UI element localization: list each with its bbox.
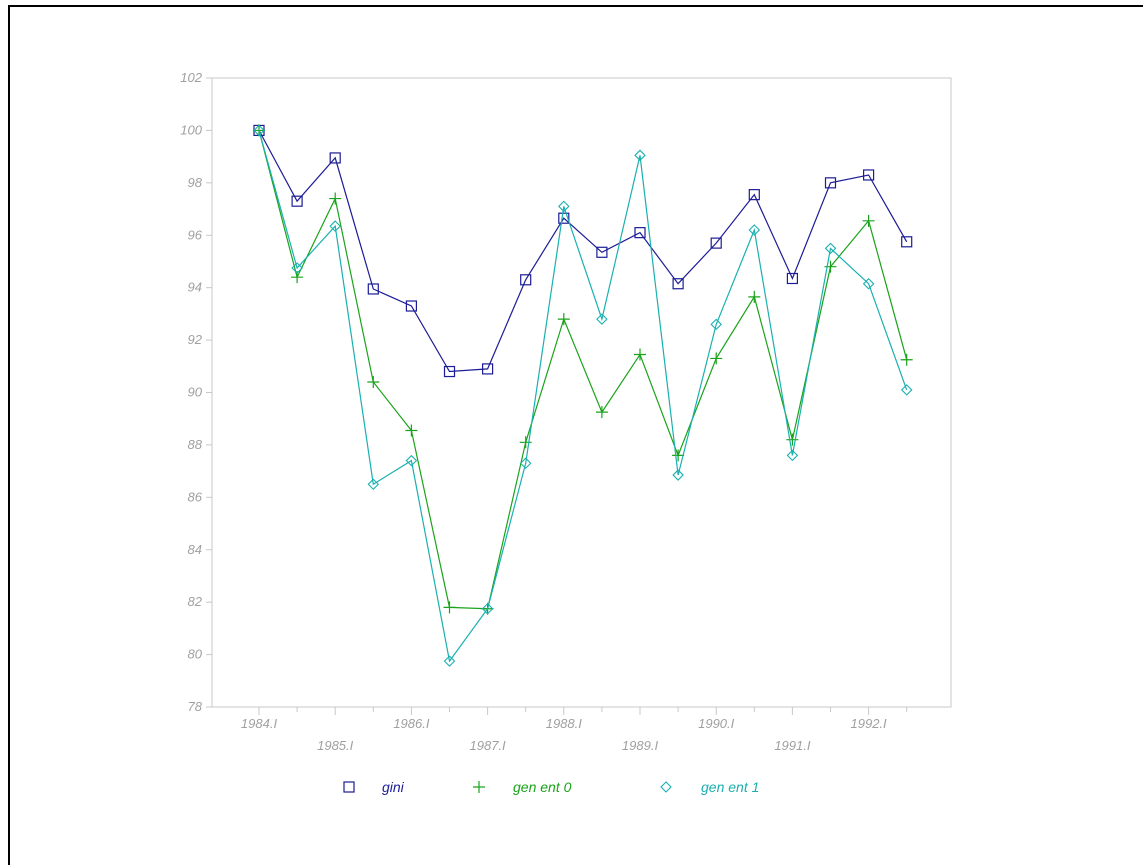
data-point-gen-ent-1 <box>253 124 265 137</box>
y-tick-label: 78 <box>188 699 203 714</box>
series-line-gen-ent-0 <box>258 130 908 610</box>
y-axis: 78 80 82 84 86 88 90 92 94 96 98 100 102 <box>180 70 212 714</box>
data-point-gini <box>710 237 722 249</box>
series-layer <box>253 124 913 667</box>
data-point-gen-ent-0 <box>595 406 608 419</box>
data-point-gen-ent-1 <box>596 313 608 325</box>
data-point-gen-ent-0 <box>862 214 875 227</box>
data-point-gini <box>786 272 799 285</box>
y-tick-label: 100 <box>180 122 202 137</box>
data-point-gen-ent-1 <box>900 384 913 396</box>
x-tick-label: 1990.I <box>698 716 735 731</box>
data-point-gini <box>748 189 760 201</box>
data-point-gen-ent-1 <box>558 200 570 213</box>
y-tick-label: 96 <box>188 227 203 242</box>
data-point-gini <box>405 300 417 312</box>
y-tick-label: 98 <box>188 175 203 190</box>
y-tick-label: 92 <box>188 332 203 347</box>
data-point-gen-ent-0 <box>710 352 723 365</box>
x-tick-label: 1984.I <box>241 716 278 731</box>
data-point-gen-ent-0 <box>443 601 456 614</box>
x-tick-label: 1989.I <box>622 738 659 753</box>
y-tick-label: 82 <box>188 594 203 609</box>
data-point-gen-ent-0 <box>519 436 532 449</box>
data-point-gini <box>862 169 875 181</box>
series-line-gini <box>258 130 908 373</box>
legend-item-gen-ent-1: gen ent 1 <box>660 779 759 795</box>
data-point-gini <box>596 246 608 258</box>
series-gini <box>253 124 913 378</box>
data-point-gen-ent-1 <box>862 277 875 290</box>
chart-frame <box>8 5 1143 865</box>
data-point-gen-ent-0 <box>786 433 799 446</box>
data-point-gen-ent-1 <box>672 469 684 481</box>
data-point-gen-ent-0 <box>329 192 342 205</box>
y-tick-label: 86 <box>188 489 203 504</box>
legend-marker-gen-ent-1 <box>660 781 672 793</box>
legend-item-gen-ent-0: gen ent 0 <box>473 779 572 795</box>
data-point-gini <box>520 274 532 286</box>
data-point-gen-ent-1 <box>748 224 761 236</box>
data-point-gen-ent-1 <box>367 478 380 491</box>
data-point-gen-ent-1 <box>634 149 646 162</box>
series-gen-ent-1 <box>253 124 913 667</box>
data-point-gini <box>672 278 684 290</box>
x-tick-label: 1988.I <box>546 716 583 731</box>
data-point-gini <box>329 152 341 164</box>
legend-label-gen-ent-1: gen ent 1 <box>701 779 759 795</box>
x-axis: 1984.I 1985.I 1986.I 1987.I 1988.I 1989.I 1990… <box>241 707 908 753</box>
y-tick-label: 80 <box>188 647 203 662</box>
data-point-gen-ent-1 <box>443 655 456 667</box>
data-point-gini <box>824 177 837 189</box>
x-tick-label: 1986.I <box>393 716 430 731</box>
data-point-gen-ent-1 <box>824 242 837 255</box>
x-tick-label: 1985.I <box>317 738 354 753</box>
y-tick-label: 90 <box>188 385 203 400</box>
data-point-gini <box>443 365 456 378</box>
data-point-gini <box>901 236 913 248</box>
data-point-gini <box>634 227 646 239</box>
data-point-gen-ent-0 <box>367 376 380 389</box>
y-tick-label: 94 <box>188 280 202 295</box>
data-point-gen-ent-1 <box>519 457 532 470</box>
data-point-gen-ent-0 <box>557 313 570 326</box>
legend-label-gen-ent-0: gen ent 0 <box>513 779 572 795</box>
y-tick-label: 102 <box>180 70 202 85</box>
legend-marker-gen-ent-0 <box>473 781 485 793</box>
series-line-gen-ent-1 <box>258 130 908 663</box>
legend: gini gen ent 0 gen ent 1 <box>343 779 759 795</box>
data-point-gen-ent-1 <box>405 454 418 467</box>
data-point-gen-ent-1 <box>291 262 303 274</box>
x-tick-label: 1987.I <box>470 738 507 753</box>
data-point-gen-ent-0 <box>672 449 685 462</box>
data-point-gen-ent-0 <box>405 424 418 437</box>
legend-item-gini: gini <box>343 779 405 795</box>
data-point-gini <box>482 363 494 375</box>
data-point-gini <box>558 212 570 224</box>
data-point-gen-ent-1 <box>481 602 494 615</box>
data-point-gen-ent-0 <box>900 353 913 366</box>
y-tick-label: 88 <box>188 437 203 452</box>
x-tick-label: 1992.I <box>851 716 888 731</box>
data-point-gini <box>367 283 379 295</box>
data-point-gini <box>291 195 303 207</box>
data-point-gen-ent-1 <box>786 449 799 462</box>
legend-marker-gini <box>343 781 355 793</box>
data-point-gen-ent-1 <box>329 220 341 232</box>
x-tick-label: 1991.I <box>774 738 811 753</box>
data-point-gen-ent-0 <box>634 348 646 361</box>
legend-label-gini: gini <box>382 779 405 795</box>
data-point-gen-ent-1 <box>710 318 722 331</box>
y-tick-label: 84 <box>188 542 202 557</box>
data-point-gen-ent-0 <box>824 260 837 273</box>
series-gen-ent-0 <box>253 124 913 615</box>
data-point-gen-ent-0 <box>748 290 761 303</box>
